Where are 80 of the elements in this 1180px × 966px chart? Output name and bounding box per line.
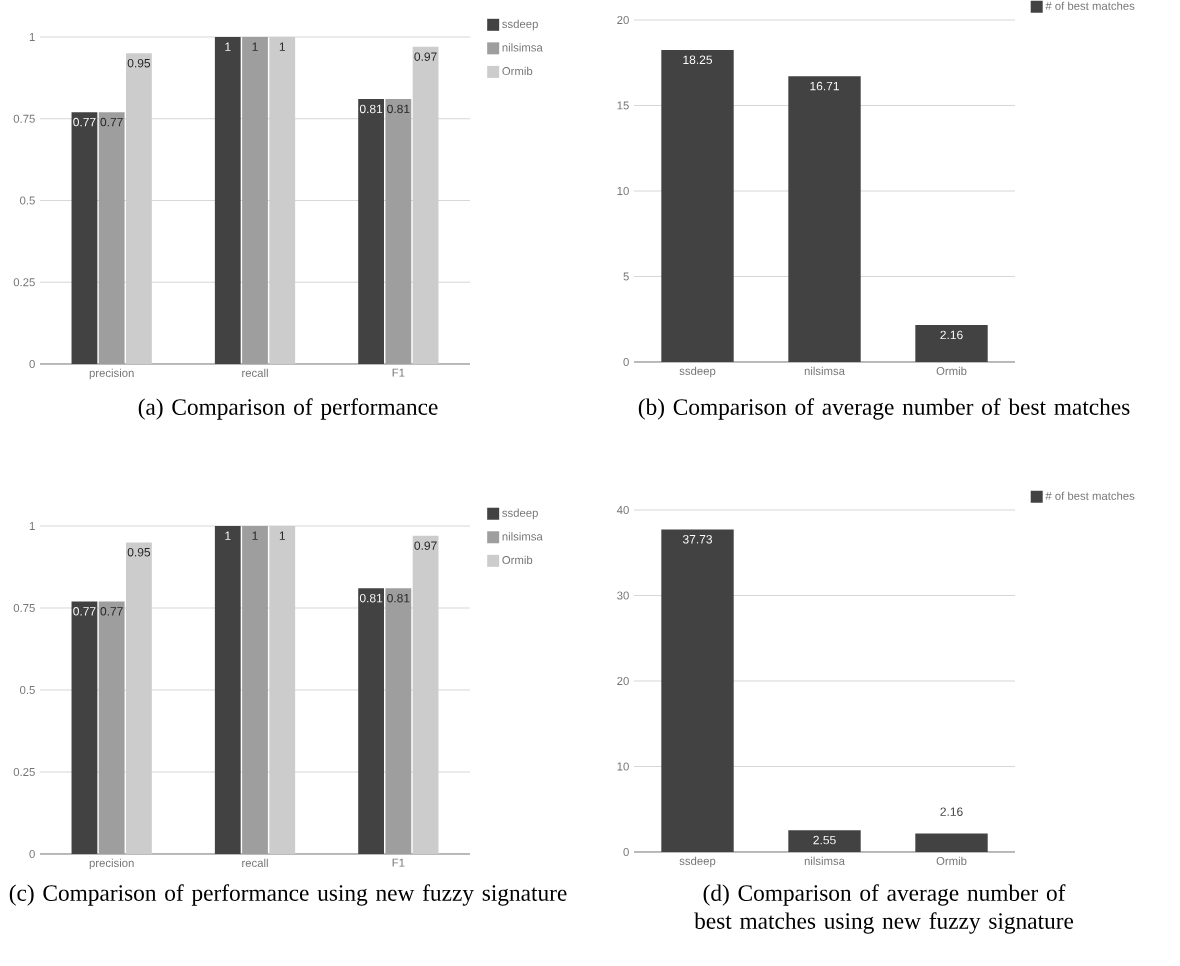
data-label: 1 — [279, 42, 285, 51]
bar — [661, 529, 734, 852]
x-tick-label: ssdeep — [679, 856, 716, 868]
y-tick-label: 0.25 — [13, 767, 35, 776]
legend-label: ssdeep — [502, 508, 538, 520]
x-tick-label: F1 — [392, 368, 405, 377]
y-tick-label: 1 — [29, 522, 35, 530]
bar — [98, 601, 125, 854]
data-label: 0.95 — [127, 58, 151, 68]
data-label: 2.16 — [940, 807, 963, 816]
x-tick-label: Ormib — [936, 856, 967, 866]
data-label: 2.16 — [940, 330, 963, 340]
y-tick-label: 10 — [617, 762, 629, 771]
bar — [788, 76, 861, 362]
text: (c) Comparison of performance using new fuzzy signature — [9, 884, 567, 906]
data-label: 16.71 — [810, 81, 839, 91]
data-label: 0.77 — [100, 607, 123, 616]
bar — [661, 49, 734, 362]
data-label: 18.25 — [683, 55, 713, 65]
legend-label: # of best matches — [1045, 491, 1135, 500]
bar — [915, 833, 988, 852]
y-tick-label: 5 — [623, 272, 629, 281]
y-tick-label: 1 — [29, 33, 35, 41]
data-label: 0.81 — [359, 593, 383, 603]
data-label: 0.97 — [414, 52, 437, 61]
x-tick-label: nilsimsa — [804, 856, 845, 866]
data-label: 0.81 — [359, 104, 383, 114]
y-tick-label: 0.25 — [13, 278, 35, 287]
x-tick-label: F1 — [392, 858, 405, 867]
data-label: 37.73 — [682, 534, 712, 544]
y-tick-label: 0.75 — [13, 114, 35, 123]
legend-label: nilsimsa — [502, 532, 543, 541]
x-tick-label: precision — [89, 368, 134, 380]
x-tick-label: Ormib — [936, 366, 967, 376]
data-label: 0.97 — [414, 541, 437, 550]
legend-label: Ormib — [502, 555, 533, 565]
data-label: 0.95 — [127, 547, 151, 557]
y-tick-label: 20 — [617, 676, 629, 685]
legend-label: nilsimsa — [502, 43, 543, 52]
y-tick-label: 40 — [616, 505, 629, 514]
data-label: 1 — [252, 531, 258, 540]
legend-label: Ormib — [502, 66, 533, 76]
y-tick-label: 30 — [617, 591, 629, 600]
text: (b) Comparison of average number of best matches — [638, 398, 1130, 420]
bar — [71, 601, 98, 854]
y-tick-label: 0 — [623, 847, 629, 856]
x-tick-label: nilsimsa — [804, 366, 845, 376]
bar — [915, 325, 988, 362]
data-label: 0.81 — [387, 593, 410, 603]
bar — [358, 588, 385, 854]
bar — [242, 525, 268, 854]
text: (a) Comparison of performance — [138, 398, 438, 420]
x-tick-label: recall — [242, 368, 268, 378]
data-label: 0.77 — [73, 607, 96, 616]
data-label: 0.77 — [100, 117, 123, 127]
x-tick-label: precision — [89, 858, 134, 870]
data-label: 2.55 — [813, 835, 836, 845]
x-tick-label: ssdeep — [679, 366, 716, 378]
bar — [385, 588, 412, 854]
bar — [214, 525, 241, 854]
data-label: 1 — [225, 42, 231, 51]
data-label: 0.81 — [387, 104, 410, 114]
legend-label: ssdeep — [502, 19, 538, 31]
data-label: 0.77 — [73, 117, 96, 127]
text: (d) Comparison of average number of best matches using new fuzzy signature — [694, 884, 1074, 934]
data-label: 1 — [225, 531, 231, 540]
y-tick-label: 0.75 — [13, 603, 35, 612]
legend-label: # of best matches — [1045, 1, 1135, 10]
data-label: 1 — [279, 531, 285, 540]
y-tick-label: 10 — [617, 186, 629, 195]
y-tick-label: 15 — [617, 101, 629, 110]
y-tick-label: 0.5 — [19, 685, 35, 694]
y-tick-label: 0 — [623, 357, 629, 366]
y-tick-label: 20 — [617, 15, 629, 24]
x-tick-label: recall — [242, 858, 268, 868]
data-label: 1 — [252, 42, 258, 51]
y-tick-label: 0 — [29, 849, 35, 858]
y-tick-label: 0 — [29, 359, 35, 368]
y-tick-label: 0.5 — [19, 196, 35, 205]
bar — [788, 830, 861, 852]
